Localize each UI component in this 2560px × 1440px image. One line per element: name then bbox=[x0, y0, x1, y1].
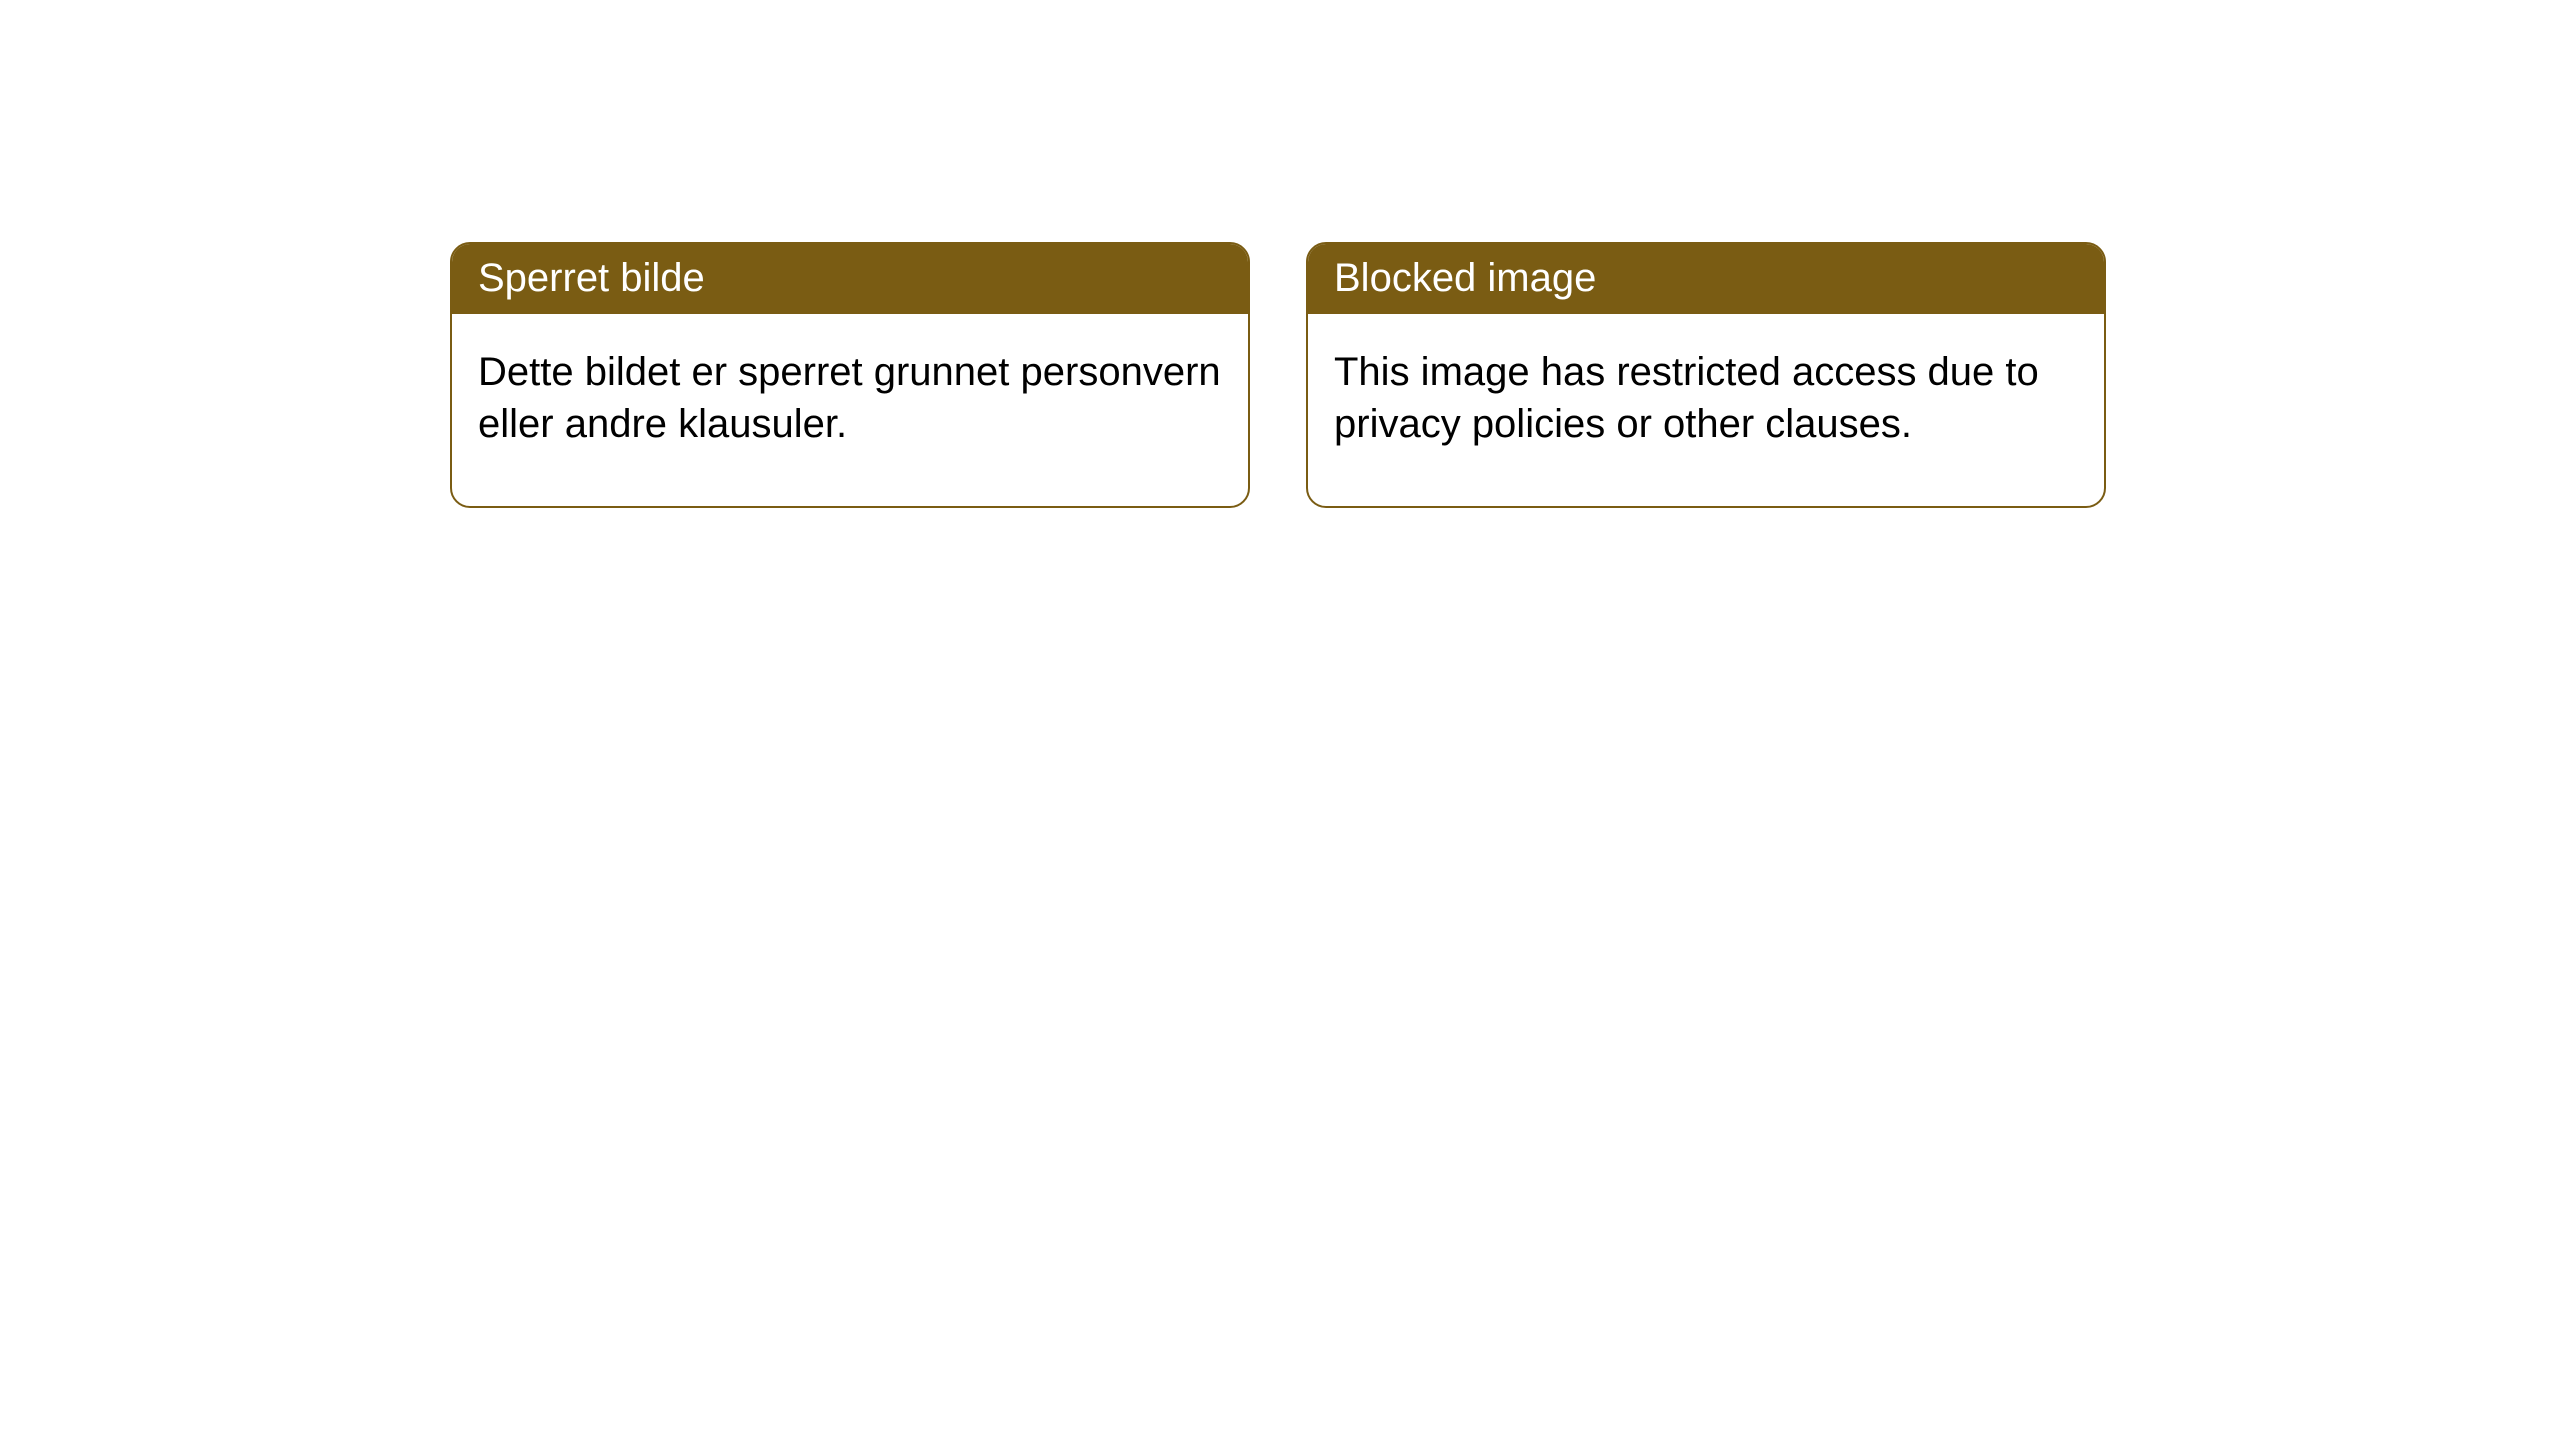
card-body-text: This image has restricted access due to … bbox=[1308, 314, 2104, 506]
notice-card-norwegian: Sperret bilde Dette bildet er sperret gr… bbox=[450, 242, 1250, 508]
card-body-text: Dette bildet er sperret grunnet personve… bbox=[452, 314, 1248, 506]
notice-cards-row: Sperret bilde Dette bildet er sperret gr… bbox=[450, 242, 2106, 508]
card-title: Blocked image bbox=[1308, 244, 2104, 314]
card-title: Sperret bilde bbox=[452, 244, 1248, 314]
notice-card-english: Blocked image This image has restricted … bbox=[1306, 242, 2106, 508]
